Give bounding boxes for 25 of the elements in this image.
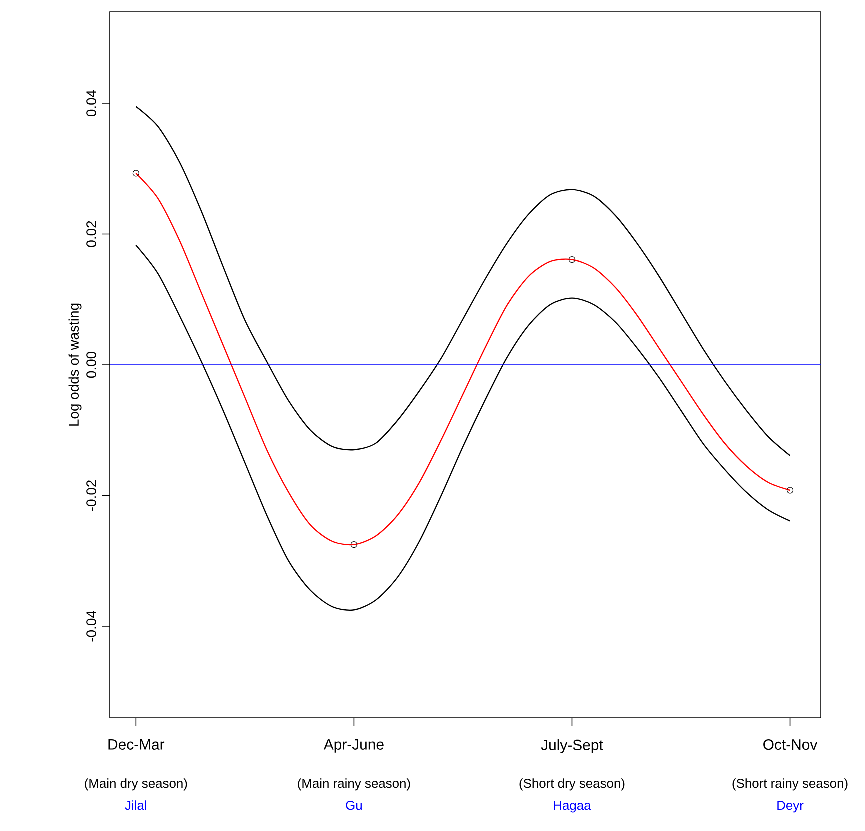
text: (Short dry season) — [520, 778, 625, 791]
text: (Main rainy season) — [298, 778, 410, 791]
text: Deyr — [778, 801, 804, 813]
x-tick-label: Apr-June — [324, 740, 384, 753]
x-tick-label: Dec-Mar — [108, 740, 165, 750]
x-tick-label: July-Sept — [541, 740, 604, 754]
x-tick-label: Oct-Nov — [764, 740, 818, 750]
text: Hagaa — [554, 801, 592, 813]
text: (Short rainy season) — [732, 778, 848, 791]
text: (Main dry season) — [85, 778, 188, 791]
y-axis-title: Log odds of wasting — [68, 304, 82, 426]
line-series — [136, 106, 791, 456]
y-tick-label: -0.04 — [86, 611, 96, 642]
point — [568, 256, 576, 264]
text: Gu — [346, 800, 362, 810]
point — [350, 541, 358, 548]
point — [132, 170, 140, 177]
y-tick-label: 0.00 — [86, 352, 96, 378]
y-tick-label: -0.02 — [86, 480, 96, 512]
line-series — [136, 172, 791, 546]
y-tick-label: 0.04 — [86, 90, 96, 117]
text: Jilal — [125, 800, 146, 810]
point — [786, 487, 794, 494]
line-series — [136, 244, 791, 611]
y-tick-label: 0.02 — [86, 221, 96, 248]
